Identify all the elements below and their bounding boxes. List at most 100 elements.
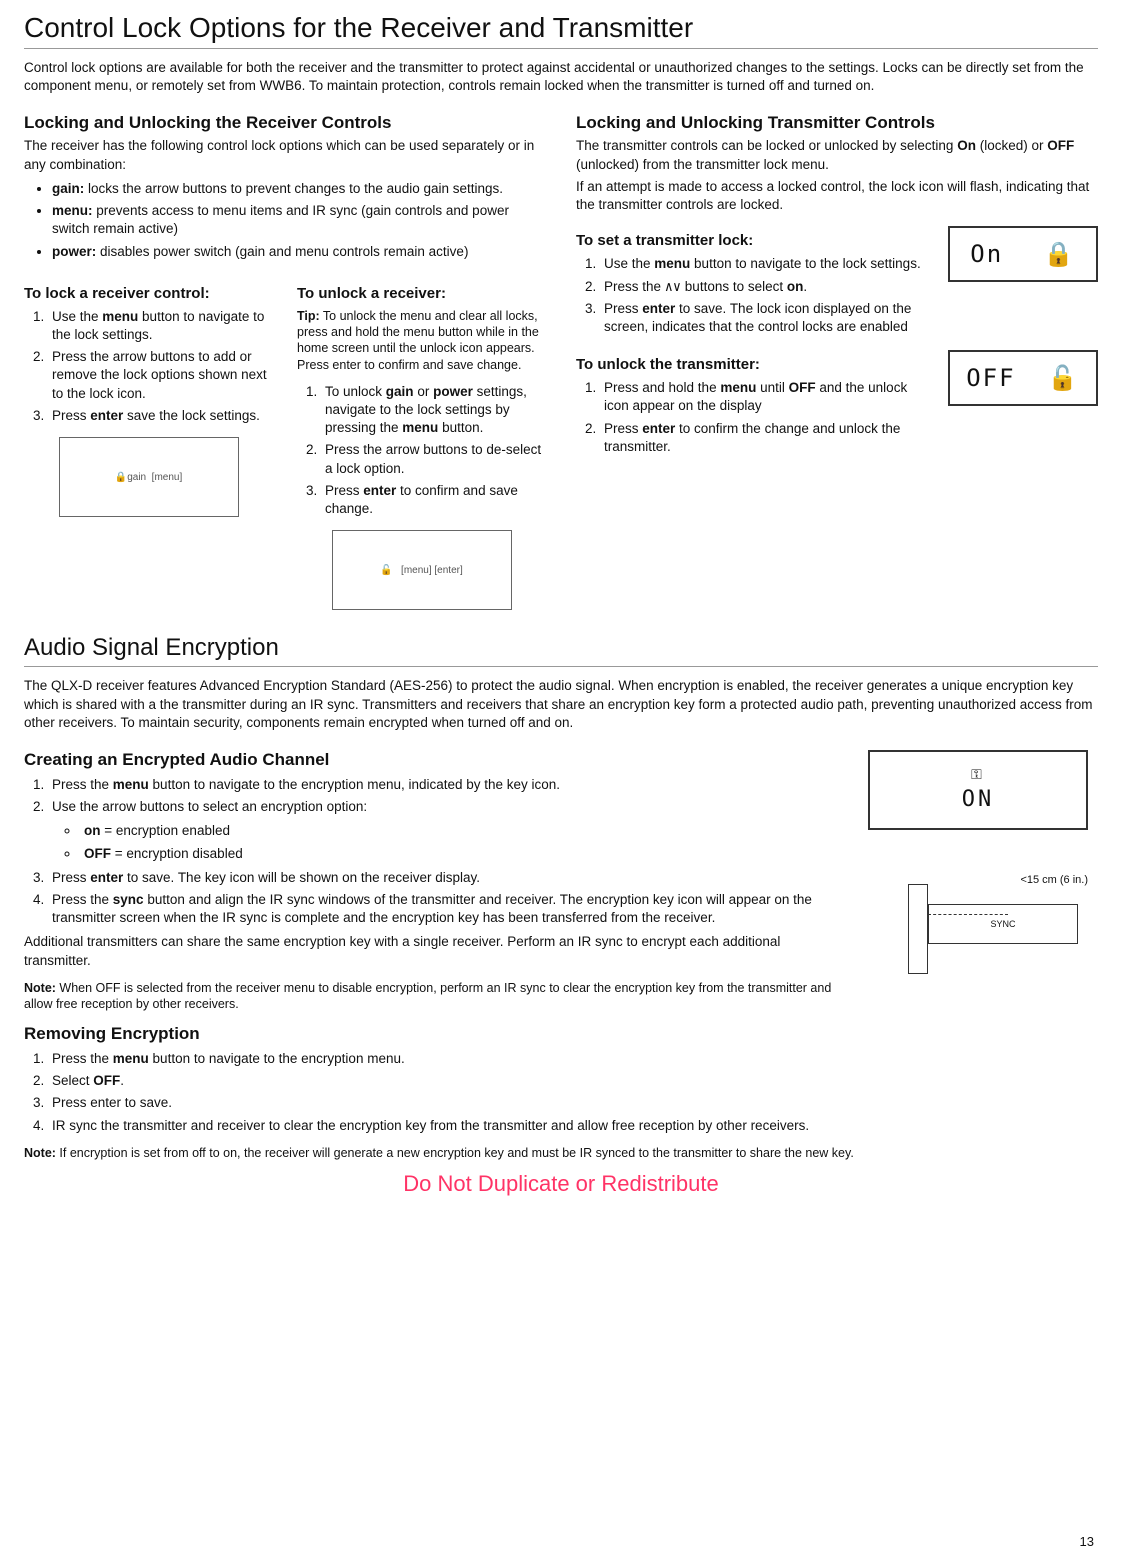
remove-encryption-heading: Removing Encryption — [24, 1024, 1098, 1044]
transmitter-intro: The transmitter controls can be locked o… — [576, 137, 1098, 173]
lock-step2: Press the arrow buttons to add or remove… — [48, 348, 273, 403]
s1-pre: Use the — [604, 256, 654, 271]
c2-text: Use the arrow buttons to select an encry… — [52, 799, 367, 814]
r-note: Note: If encryption is set from off to o… — [24, 1145, 1098, 1161]
lock-receiver-steps: Use the menu button to navigate to the l… — [24, 308, 273, 425]
lock-icon: 🔒 — [1044, 240, 1076, 268]
s2-bold: on — [787, 279, 804, 294]
unlock-step3: Press enter to confirm and save change. — [321, 482, 546, 518]
c3-post: to save. The key icon will be shown on t… — [123, 870, 480, 885]
lock-step1-bold: menu — [102, 309, 138, 324]
ti-b1: On — [957, 138, 976, 153]
transmitter-column: Locking and Unlocking Transmitter Contro… — [576, 113, 1098, 610]
r1-post: button to navigate to the encryption men… — [149, 1051, 405, 1066]
lock-step1-pre: Use the — [52, 309, 102, 324]
tx-set-step1: Use the menu button to navigate to the l… — [600, 255, 932, 273]
receiver-lock-diagram: 🔒 gain [menu] — [59, 437, 239, 517]
c1-bold: menu — [113, 777, 149, 792]
tu1-b1: menu — [720, 380, 756, 395]
transmitter-unlock-row: To unlock the transmitter: Press and hol… — [576, 342, 1098, 462]
opt-power-text: disables power switch (gain and menu con… — [96, 244, 468, 259]
du-b2: enter — [437, 565, 460, 576]
s1-post: button to navigate to the lock settings. — [690, 256, 920, 271]
sync-receiver-icon: SYNC — [928, 904, 1078, 944]
unlock-icon: 🔓 — [1048, 364, 1080, 392]
r2-post: . — [120, 1073, 124, 1088]
lock-step1: Use the menu button to navigate to the l… — [48, 308, 273, 344]
encryption-intro: The QLX-D receiver features Advanced Enc… — [24, 677, 1098, 732]
tx-set-step3: Press enter to save. The lock icon displ… — [600, 300, 932, 336]
tx-unlock-step2: Press enter to confirm the change and un… — [600, 420, 932, 456]
c4-pre: Press the — [52, 892, 113, 907]
lock-receiver-heading: To lock a receiver control: — [24, 285, 273, 302]
tx-set-steps-col: To set a transmitter lock: Use the menu … — [576, 218, 932, 342]
c3-pre: Press — [52, 870, 90, 885]
r1-pre: Press the — [52, 1051, 113, 1066]
r-step2: Select OFF. — [48, 1072, 1098, 1090]
opt-menu-text: prevents access to menu items and IR syn… — [52, 203, 509, 236]
lock-step3-bold: enter — [90, 408, 123, 423]
tu1-mid: until — [756, 380, 788, 395]
page-intro: Control lock options are available for b… — [24, 59, 1098, 95]
opt-menu-label: menu: — [52, 203, 93, 218]
page-title: Control Lock Options for the Receiver an… — [24, 12, 1098, 49]
r2-pre: Select — [52, 1073, 93, 1088]
ti-mid: (locked) or — [976, 138, 1047, 153]
tx-set-heading: To set a transmitter lock: — [576, 232, 932, 249]
unlock-step1: To unlock gain or power settings, naviga… — [321, 383, 546, 438]
c-off-label: OFF — [84, 846, 111, 861]
transmitter-heading: Locking and Unlocking Transmitter Contro… — [576, 113, 1098, 133]
c-on-label: on — [84, 823, 101, 838]
s2-mid: buttons to select — [681, 279, 787, 294]
r-note-label: Note: — [24, 1146, 56, 1160]
watermark: Do Not Duplicate or Redistribute — [24, 1171, 1098, 1197]
tu1-pre: Press and hold the — [604, 380, 720, 395]
u1-pre: To unlock — [325, 384, 386, 399]
unlock-receiver-col: To unlock a receiver: Tip: To unlock the… — [297, 271, 546, 611]
receiver-intro: The receiver has the following control l… — [24, 137, 546, 173]
tu1-b2: OFF — [789, 380, 816, 395]
tx-unlock-step1: Press and hold the menu until OFF and th… — [600, 379, 932, 415]
tx-unlock-steps-col: To unlock the transmitter: Press and hol… — [576, 342, 932, 462]
s2-arrows: ∧∨ — [665, 279, 681, 295]
receiver-column: Locking and Unlocking the Receiver Contr… — [24, 113, 546, 610]
s2-pre: Press the — [604, 279, 665, 294]
ti-pre: The transmitter controls can be locked o… — [576, 138, 957, 153]
sync-label: SYNC — [990, 919, 1015, 929]
c1-pre: Press the — [52, 777, 113, 792]
opt-gain-label: gain: — [52, 181, 84, 196]
ti-b2: OFF — [1047, 138, 1074, 153]
tx-display-on: On 🔒 — [948, 226, 1098, 282]
opt-gain-text: locks the arrow buttons to prevent chang… — [84, 181, 503, 196]
r2-bold: OFF — [93, 1073, 120, 1088]
u1-b3: menu — [402, 420, 438, 435]
receiver-unlock-diagram: 🔓 [menu] [enter] — [332, 530, 512, 610]
c1-post: button to navigate to the encryption men… — [149, 777, 560, 792]
lock-section-columns: Locking and Unlocking the Receiver Contr… — [24, 113, 1098, 610]
tx-set-step2: Press the ∧∨ buttons to select on. — [600, 278, 932, 296]
c-off-text: = encryption disabled — [111, 846, 243, 861]
diag-lock-label: gain — [127, 472, 146, 483]
unlock-tip: Tip: To unlock the menu and clear all lo… — [297, 308, 546, 373]
sync-distance-label: <15 cm (6 in.) — [1020, 874, 1088, 886]
opt-power: power: disables power switch (gain and m… — [52, 243, 546, 261]
c4-post: button and align the IR sync windows of … — [52, 892, 812, 925]
u3-bold: enter — [363, 483, 396, 498]
sync-diagram: <15 cm (6 in.) SYNC — [868, 854, 1088, 1014]
s3-bold: enter — [642, 301, 675, 316]
u1-mid: or — [414, 384, 434, 399]
du-b1: menu — [404, 565, 429, 576]
encryption-on-text: ON — [962, 787, 995, 812]
s3-pre: Press — [604, 301, 642, 316]
r-step3: Press enter to save. — [48, 1094, 1098, 1112]
tx-unlock-steps: Press and hold the menu until OFF and th… — [576, 379, 932, 456]
encryption-display-block: ⚿ ON <15 cm (6 in.) SYNC — [868, 750, 1098, 1014]
encryption-screen: ⚿ ON — [868, 750, 1088, 830]
r1-bold: menu — [113, 1051, 149, 1066]
c-note-label: Note: — [24, 981, 56, 995]
opt-menu: menu: prevents access to menu items and … — [52, 202, 546, 238]
tip-text: To unlock the menu and clear all locks, … — [297, 309, 539, 372]
r-note-text: If encryption is set from off to on, the… — [56, 1146, 854, 1160]
unlock-step2: Press the arrow buttons to de-select a l… — [321, 441, 546, 477]
r-step1: Press the menu button to navigate to the… — [48, 1050, 1098, 1068]
